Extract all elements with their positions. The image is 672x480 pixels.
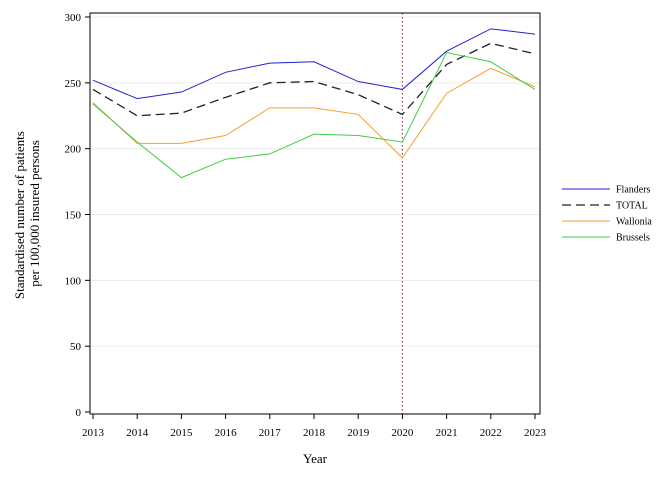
x-tick-label-2023: 2023 xyxy=(524,427,547,439)
series-line-brussels xyxy=(92,51,536,179)
legend-label-brussels: Brussels xyxy=(616,233,650,244)
y-tick-label-200: 200 xyxy=(65,144,82,156)
x-tick-label-2016: 2016 xyxy=(215,427,238,439)
y-tick-label-0: 0 xyxy=(76,407,82,419)
x-tick-label-2019: 2019 xyxy=(347,427,370,439)
y-tick-label-150: 150 xyxy=(65,210,82,222)
x-axis-ticks: 2013 2014 2015 2016 2017 2018 2019 2020 2021 2022… xyxy=(82,414,547,439)
series-line-wallonia xyxy=(92,67,536,159)
y-axis-title: Standardised number of patients per 100,… xyxy=(12,128,42,299)
y-axis-ticks: 0 50 100 150 200 250 300 xyxy=(65,12,90,419)
x-tick-label-2020: 2020 xyxy=(391,427,414,439)
x-tick-label-2017: 2017 xyxy=(259,427,282,439)
y-tick-label-100: 100 xyxy=(65,275,82,287)
x-tick-label-2013: 2013 xyxy=(82,427,105,439)
gridlines xyxy=(90,16,540,347)
series-lines xyxy=(92,28,536,179)
y-tick-label-50: 50 xyxy=(70,341,82,353)
y-tick-label-300: 300 xyxy=(65,12,82,24)
legend: Flanders TOTAL Wallonia Brussels xyxy=(562,185,652,244)
y-axis-title-line-1: Standardised number of patients xyxy=(12,131,27,299)
series-line-flanders xyxy=(92,28,536,100)
y-axis-title-line-2: per 100,000 insured persons xyxy=(27,140,42,287)
x-tick-label-2014: 2014 xyxy=(126,427,149,439)
series-line-total xyxy=(92,42,536,117)
legend-label-flanders: Flanders xyxy=(616,185,651,196)
legend-label-total: TOTAL xyxy=(616,201,648,212)
x-tick-label-2022: 2022 xyxy=(480,427,502,439)
legend-label-wallonia: Wallonia xyxy=(616,217,652,228)
x-axis-title: Year xyxy=(303,451,328,466)
y-tick-label-250: 250 xyxy=(65,78,82,90)
x-tick-label-2015: 2015 xyxy=(170,427,193,439)
x-tick-label-2021: 2021 xyxy=(436,427,458,439)
plot-frame xyxy=(89,12,541,415)
x-tick-label-2018: 2018 xyxy=(303,427,326,439)
